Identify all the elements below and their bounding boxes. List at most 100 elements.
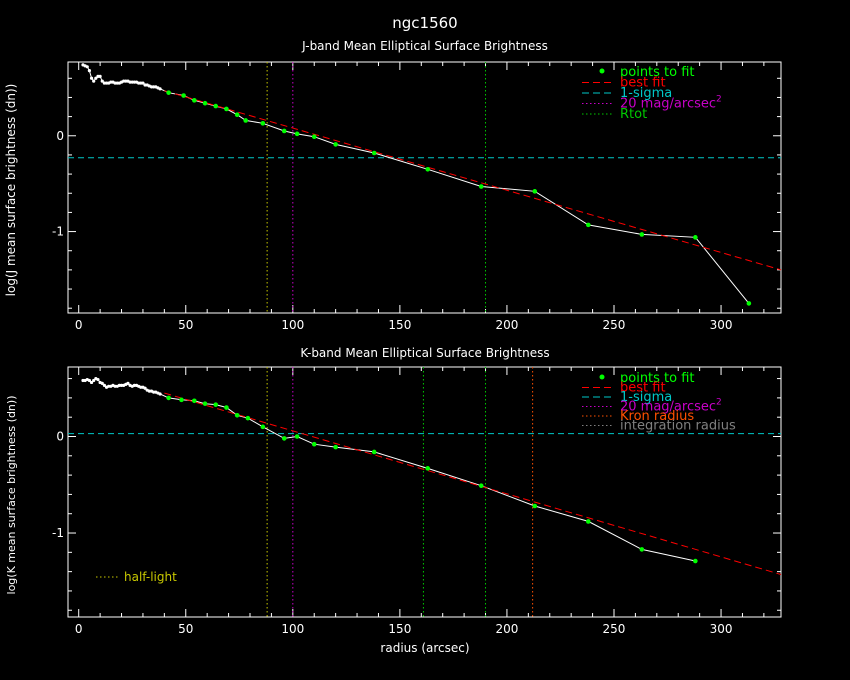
fit-data-point (179, 397, 184, 403)
inner-data-point (87, 69, 92, 73)
inner-data-point (92, 79, 96, 83)
inner-data-point (98, 74, 102, 78)
x-tick-label: 0 (75, 318, 83, 332)
fit-data-point (202, 401, 208, 406)
fit-data-point (281, 436, 287, 441)
fit-data-point (478, 184, 484, 189)
legend-label: 20 mag/arcsec2 (620, 398, 722, 415)
fit-data-point (260, 121, 266, 126)
fit-data-point (478, 483, 484, 489)
fit-data-point (181, 93, 186, 98)
x-tick-label: 150 (388, 318, 411, 332)
k-band-title: K-band Mean Elliptical Surface Brightnes… (300, 346, 549, 360)
inner-data-point (96, 377, 100, 382)
x-axis-label: radius (arcsec) (380, 641, 469, 655)
fit-data-point (333, 142, 338, 147)
fit-data-point (202, 100, 208, 106)
j-band-title: J-band Mean Elliptical Surface Brightnes… (301, 39, 548, 53)
y-tick-label: -1 (52, 225, 64, 239)
fit-data-point (311, 134, 317, 140)
plot-frame (67, 366, 782, 618)
inner-data-point (100, 79, 104, 83)
x-tick-label: 250 (603, 622, 626, 636)
inner-data-point (94, 76, 98, 80)
fit-data-point (532, 189, 538, 194)
fit-data-point (585, 222, 591, 228)
fit-data-point (213, 402, 219, 407)
fit-data-point (294, 131, 300, 137)
fit-data-point (260, 424, 266, 430)
fit-data-point (294, 434, 300, 439)
x-tick-label: 150 (388, 622, 411, 636)
x-tick-label: 250 (603, 318, 626, 332)
x-tick-label: 0 (75, 622, 83, 636)
x-tick-label: 300 (710, 318, 733, 332)
fit-data-point (371, 449, 377, 455)
x-tick-label: 100 (281, 318, 304, 332)
fit-data-point (425, 166, 431, 172)
fit-data-point (693, 558, 698, 564)
legend-label: integration radius (620, 419, 736, 434)
fit-data-point (213, 103, 219, 109)
inner-data-point (158, 392, 162, 396)
inner-data-point (102, 383, 106, 387)
fit-data-point (245, 415, 251, 421)
best-fit-line (164, 392, 782, 576)
inner-data-point (87, 378, 92, 383)
legend-label: Kron radius (620, 409, 694, 424)
x-tick-label: 50 (178, 318, 193, 332)
fit-data-point (281, 128, 287, 134)
inner-data-point (158, 87, 162, 91)
fit-data-point (532, 503, 538, 509)
fit-data-point (224, 405, 229, 410)
inner-data-point (92, 378, 96, 383)
fit-data-point (192, 398, 197, 404)
inner-data-point (126, 381, 130, 386)
x-tick-label: 200 (495, 318, 518, 332)
legend-marker (599, 374, 605, 380)
x-tick-label: 100 (281, 622, 304, 636)
page-title: ngc1560 (392, 14, 457, 32)
y-tick-label: 0 (56, 129, 64, 143)
plot-frame (67, 61, 782, 314)
fit-data-point (224, 106, 229, 112)
fit-data-point (639, 232, 645, 237)
fit-data-point (371, 150, 377, 156)
inner-data-point (143, 386, 147, 390)
inner-data-point (85, 65, 89, 69)
legend-superscript: 2 (716, 95, 722, 105)
legend-superscript: 2 (716, 398, 722, 408)
legend-label: 20 mag/arcsec2 (620, 95, 722, 112)
fit-data-point (425, 466, 431, 471)
fit-data-point (192, 98, 197, 103)
legend-marker (599, 68, 605, 74)
legend-label: points to fit (620, 371, 695, 386)
fit-data-point (243, 118, 249, 123)
j-band-y-axis-label: log(J mean surface brightness (dn)) (4, 84, 18, 297)
legend-label: 1-sigma (620, 86, 672, 101)
inner-data-point (141, 81, 145, 85)
x-tick-label: 50 (178, 622, 193, 636)
fit-data-point (234, 412, 240, 418)
fit-data-point (166, 90, 171, 95)
fit-data-point (746, 301, 752, 306)
x-tick-label: 300 (710, 622, 733, 636)
inner-data-point (100, 381, 104, 386)
fit-data-point (333, 444, 338, 450)
k-band-y-axis-label: log(K mean surface brightness (dn)) (5, 396, 18, 595)
fit-data-point (311, 441, 317, 447)
legend-label: points to fit (620, 65, 695, 80)
inner-data-point (89, 380, 94, 385)
best-fit-line (164, 90, 782, 271)
x-tick-label: 200 (495, 622, 518, 636)
fit-data-point (639, 547, 645, 552)
half-light-legend-label: half-light (124, 570, 177, 584)
y-tick-label: 0 (56, 429, 64, 443)
fit-data-point (693, 235, 698, 240)
j-band-panel: J-band Mean Elliptical Surface Brightnes… (4, 39, 782, 332)
fit-data-point (166, 395, 171, 401)
legend-label: best fit (620, 76, 666, 91)
y-tick-label: -1 (52, 526, 64, 540)
